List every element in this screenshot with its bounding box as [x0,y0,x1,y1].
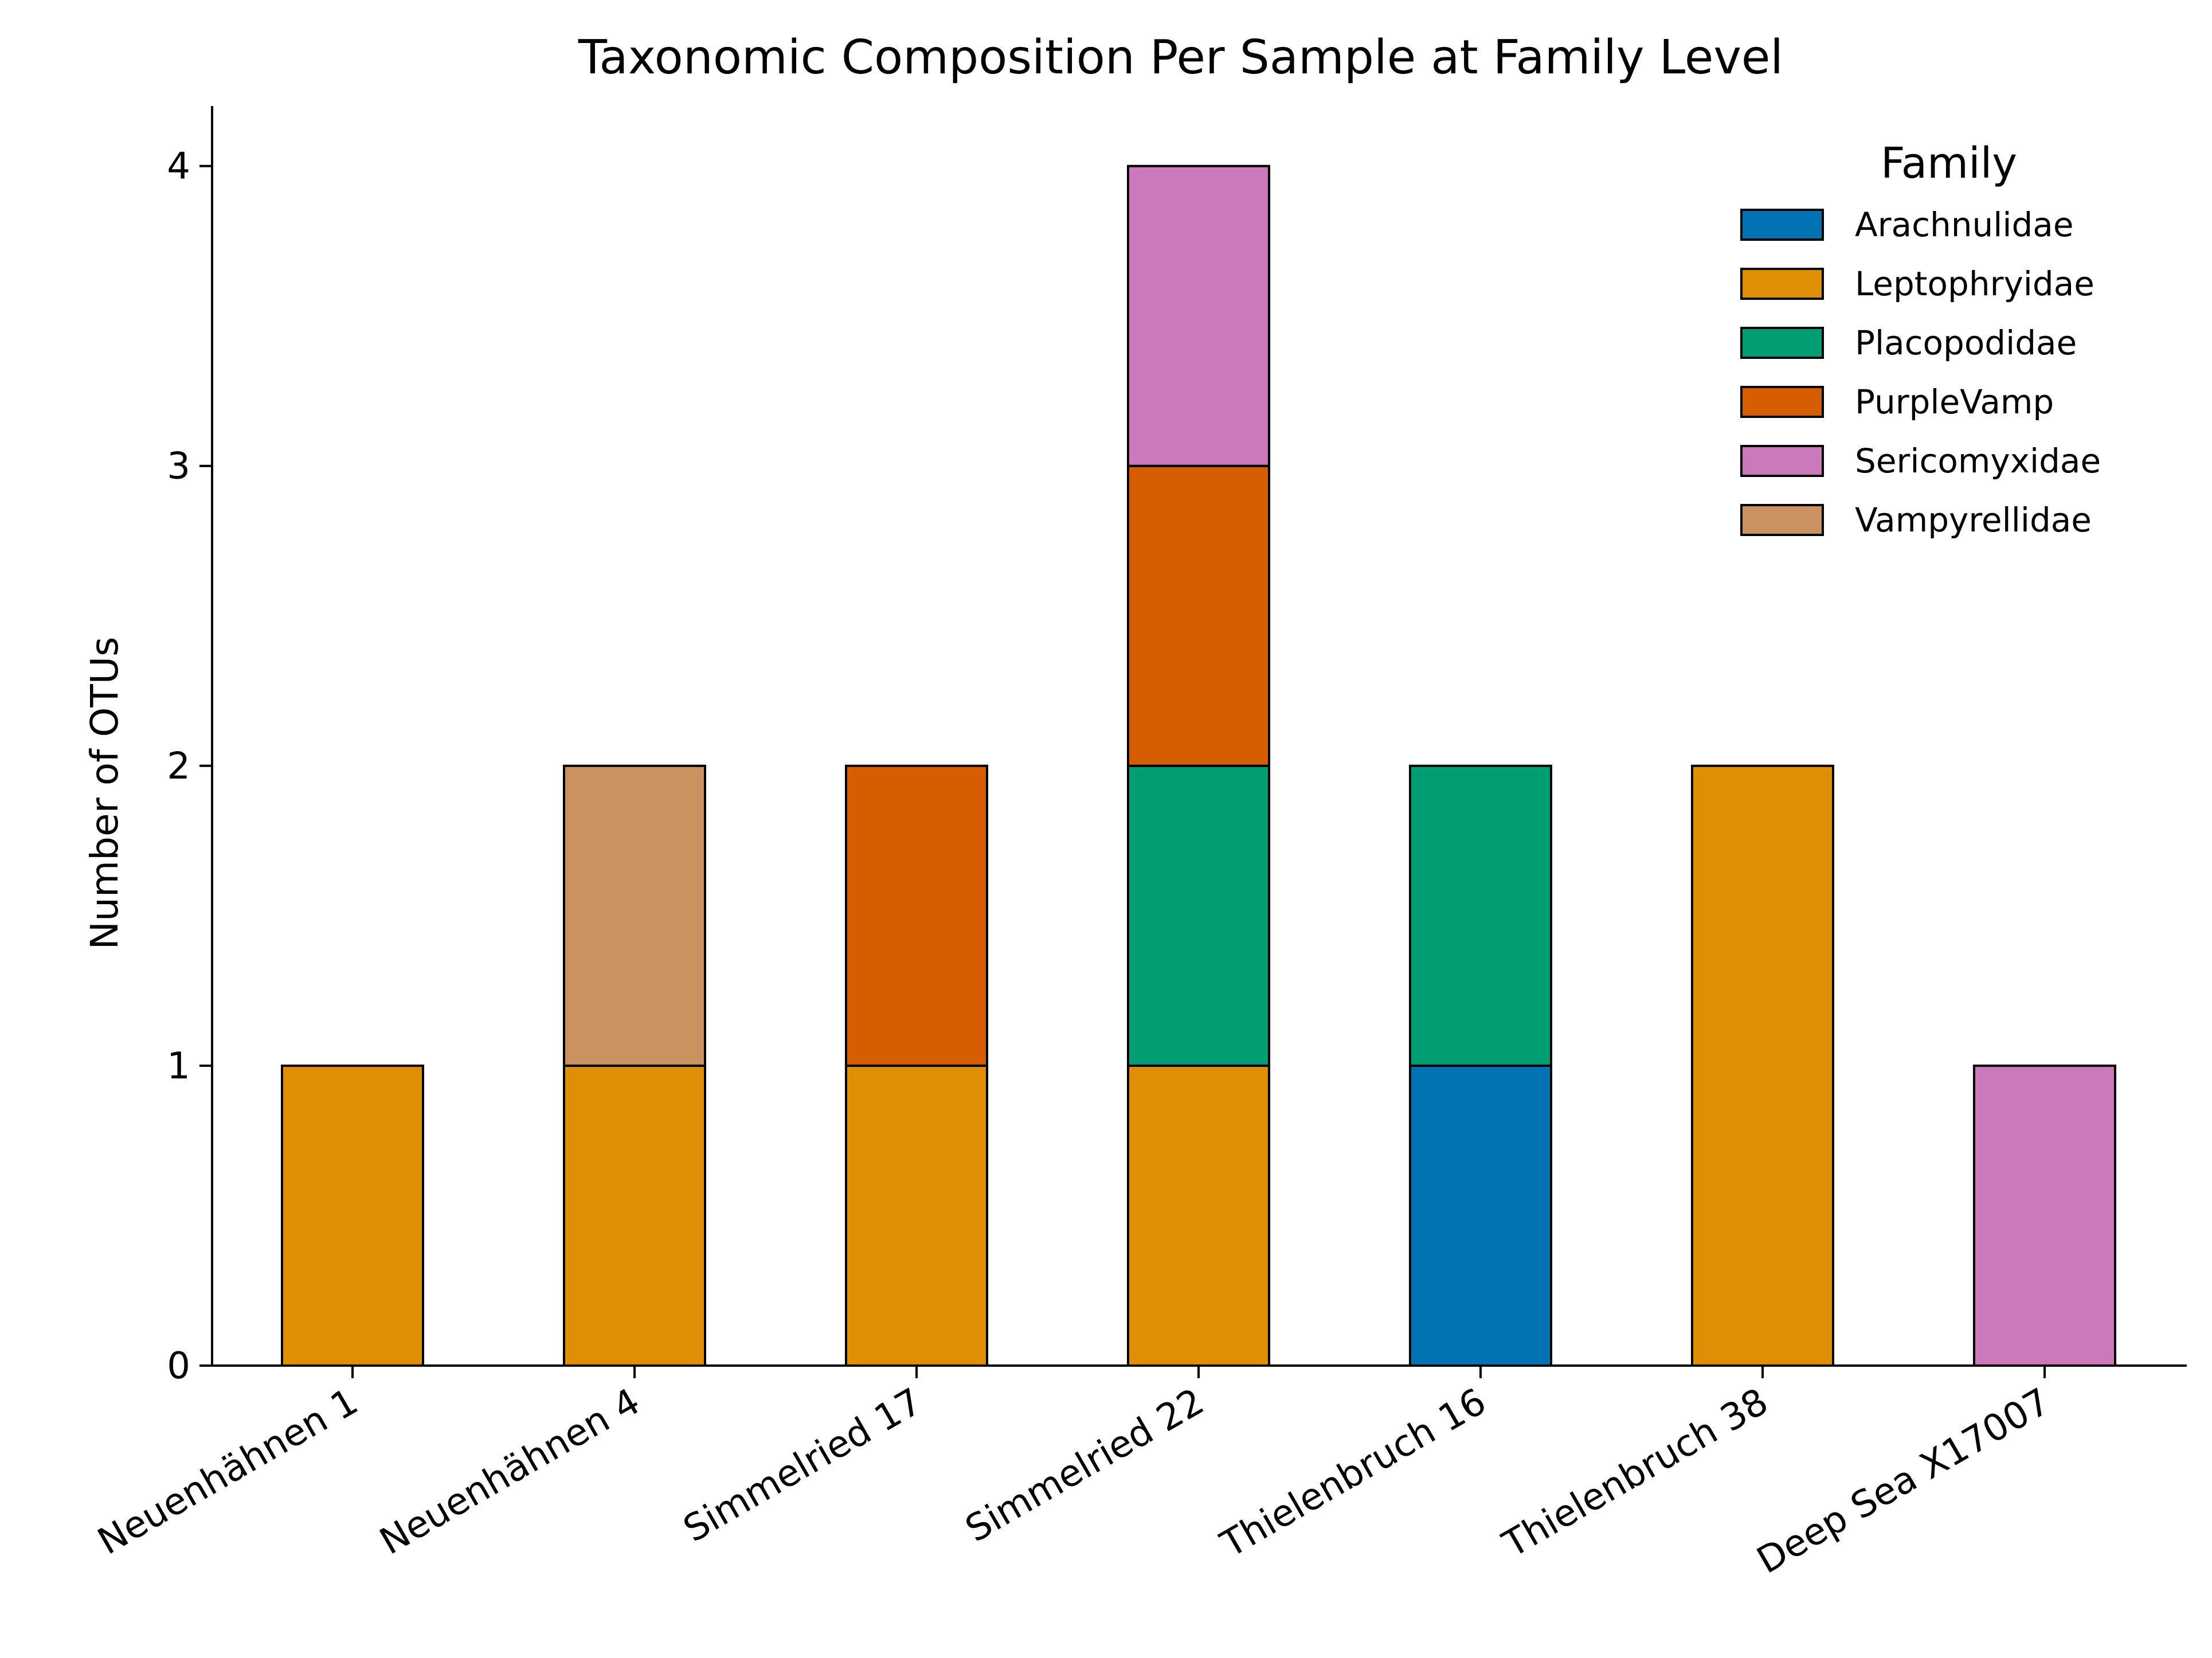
x-tick-label: Simmelried 17 [676,1381,929,1551]
bar-leptophryidae-1 [281,1064,424,1367]
bar-leptophryidae-4 [1127,1064,1270,1367]
legend-label-vampyrellidae: Vampyrellidae [1855,500,2092,539]
x-tick-label: Neuenhähnen 1 [91,1381,365,1563]
legend-swatch-purplevamp [1740,386,1824,418]
x-tick-label: Thielenbruch 16 [1213,1381,1493,1566]
legend-swatch-arachnulidae [1740,209,1824,241]
x-tick-label: Thielenbruch 38 [1495,1381,1775,1566]
bar-leptophryidae-3 [845,1064,988,1367]
legend-swatch-vampyrellidae [1740,504,1824,536]
chart-title: Taxonomic Composition Per Sample at Fami… [578,30,1783,85]
legend-label-sericomyxidae: Sericomyxidae [1855,441,2101,480]
x-tick-label: Neuenhähnen 4 [373,1381,647,1563]
y-axis-label: Number of OTUs [83,637,127,950]
bar-purplevamp-3 [845,764,988,1067]
bar-vampyrellidae-2 [563,764,706,1067]
y-tick-label: 2 [167,745,190,788]
x-tick-label: Deep Sea X17007 [1750,1381,2057,1582]
x-axis-ticks: Neuenhähnen 1 Neuenhähnen 4 Simmelried 17 S… [91,1366,2057,1582]
bars [281,165,2116,1367]
y-tick-label: 1 [167,1045,190,1088]
legend-title: Family [1881,139,2017,188]
bar-leptophryidae-6 [1691,764,1834,1367]
bar-leptophryidae-2 [563,1064,706,1367]
y-tick-label: 0 [167,1345,190,1387]
bar-purplevamp-4 [1127,464,1270,767]
y-axis-ticks: 0 1 2 3 4 [167,146,212,1387]
y-tick-label: 3 [167,445,190,488]
legend-label-arachnulidae: Arachnulidae [1855,205,2074,244]
bar-placopodidae-4 [1127,764,1270,1067]
bar-placopodidae-5 [1409,764,1552,1067]
legend-label-placopodidae: Placopodidae [1855,323,2077,362]
legend: Family Arachnulidae Leptophryidae Placopod… [1740,139,2101,539]
bar-sericomyxidae-4 [1127,165,1270,467]
legend-swatch-leptophryidae [1740,268,1824,300]
legend-label-purplevamp: PurpleVamp [1855,382,2054,421]
y-tick-label: 4 [167,146,190,188]
x-tick-label: Simmelried 22 [958,1381,1211,1551]
legend-swatch-placopodidae [1740,327,1824,359]
bar-sericomyxidae-7 [1973,1064,2116,1367]
bar-arachnulidae-5 [1409,1064,1552,1367]
legend-swatch-sericomyxidae [1740,445,1824,477]
legend-label-leptophryidae: Leptophryidae [1855,264,2094,303]
